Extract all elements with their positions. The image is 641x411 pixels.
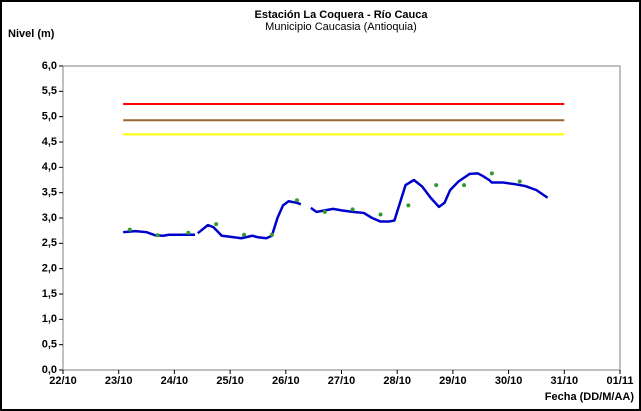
y-tick-label: 4,5 [42,136,57,148]
y-tick-label: 1,0 [42,313,57,325]
y-tick-label: 2,5 [42,237,57,249]
x-tick-label: 25/10 [216,375,244,387]
x-tick-label: 26/10 [272,375,300,387]
y-tick-label: 1,5 [42,288,57,300]
point [155,233,160,238]
point [242,232,247,237]
chart-subtitle: Municipio Caucasia (Antioquia) [265,21,417,33]
point [462,183,467,188]
chart-title: Estación La Coquera - Río Cauca [255,9,429,21]
y-tick-label: 0,5 [42,339,57,351]
y-tick-label: 5,5 [42,85,57,97]
y-tick-label: 3,5 [42,187,57,199]
point [406,203,411,208]
point [322,209,327,214]
y-tick-label: 3,0 [42,212,57,224]
x-tick-label: 30/10 [495,375,523,387]
point [434,183,439,188]
point [517,179,522,184]
x-axis-label: Fecha (DD/M/AA) [545,391,635,403]
y-tick-label: 6,0 [42,60,57,72]
x-tick-label: 24/10 [161,375,189,387]
x-tick-label: 22/10 [49,375,77,387]
point [186,230,191,235]
point [127,227,132,232]
y-tick-label: 0,0 [42,364,57,376]
point [350,207,355,212]
point [294,198,299,203]
point [214,222,219,227]
x-tick-label: 31/10 [551,375,579,387]
y-tick-label: 5,0 [42,111,57,123]
x-tick-label: 29/10 [439,375,467,387]
y-tick-label: 2,0 [42,263,57,275]
x-tick-label: 27/10 [328,375,356,387]
point [378,212,383,217]
plot-area [62,65,621,371]
point [269,232,274,237]
x-tick-label: 23/10 [105,375,133,387]
y-axis-label: Nivel (m) [8,28,55,40]
x-tick-label: 01/11 [607,375,634,387]
x-tick-label: 28/10 [383,375,411,387]
y-tick-label: 4,0 [42,161,57,173]
point [489,171,494,176]
